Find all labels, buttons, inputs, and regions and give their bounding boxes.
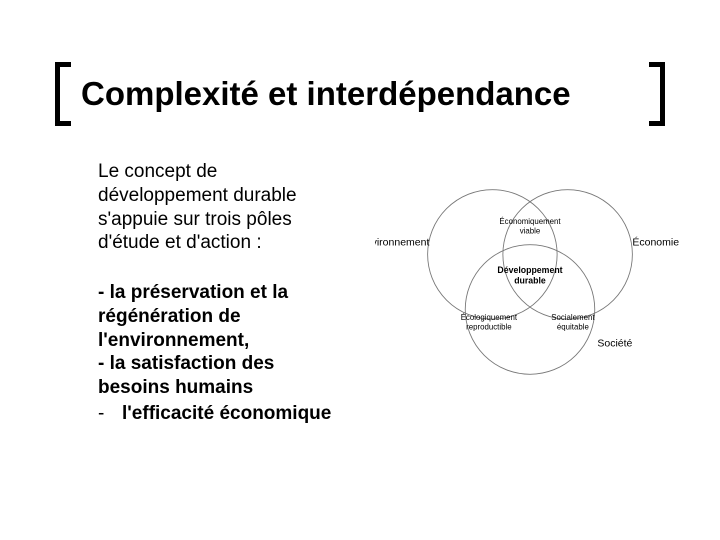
label-centre-2: durable (514, 275, 546, 285)
bullet-1: - la préservation et la régénération de … (98, 281, 348, 352)
label-centre-1: Développement (497, 265, 562, 275)
venn-svg: Environnement Économie Société Économiqu… (375, 180, 685, 390)
slide: Complexité et interdépendance Le concept… (0, 0, 720, 540)
bullet-3-text: l'efficacité économique (122, 402, 331, 426)
label-viable-1: Économiquement (499, 217, 561, 226)
label-economie: Économie (632, 236, 679, 249)
bullet-3-dash: - (98, 402, 108, 426)
label-equitable-1: Socialement (551, 313, 595, 322)
bracket-right-icon (649, 62, 665, 126)
label-reproductible-2: reproductible (466, 323, 512, 332)
label-societe: Société (597, 337, 632, 349)
label-viable-2: viable (520, 226, 541, 235)
label-reproductible-1: Écologiquement (461, 313, 518, 322)
bullet-3: - l'efficacité économique (98, 402, 348, 426)
bullet-list: - la préservation et la régénération de … (98, 281, 348, 426)
venn-circle-environnement (428, 190, 558, 320)
label-environnement: Environnement (375, 237, 429, 249)
label-equitable-2: équitable (557, 323, 590, 332)
intro-paragraph: Le concept de développement durable s'ap… (98, 160, 348, 255)
bullet-2: - la satisfaction des besoins humains (98, 352, 348, 400)
venn-diagram: Environnement Économie Société Économiqu… (375, 180, 685, 390)
venn-circle-economie (503, 190, 633, 320)
body-text: Le concept de développement durable s'ap… (98, 160, 348, 426)
bracket-left-icon (55, 62, 71, 126)
title-bar: Complexité et interdépendance (55, 62, 665, 126)
page-title: Complexité et interdépendance (71, 71, 649, 117)
